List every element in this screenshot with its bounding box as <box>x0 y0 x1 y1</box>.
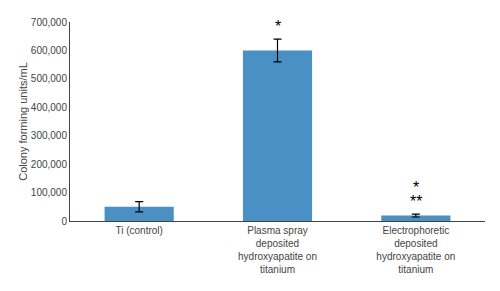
svg-text:Colony forming units/mL: Colony forming units/mL <box>17 62 29 181</box>
svg-text:400,000: 400,000 <box>31 102 68 113</box>
svg-text:500,000: 500,000 <box>31 73 68 84</box>
svg-text:200,000: 200,000 <box>31 159 68 170</box>
svg-text:300,000: 300,000 <box>31 130 68 141</box>
svg-text:**: ** <box>410 193 422 210</box>
svg-text:Plasma spraydepositedhydroxyap: Plasma spraydepositedhydroxyapatite onti… <box>238 225 317 275</box>
svg-text:Ti (control): Ti (control) <box>115 225 162 236</box>
svg-text:700,000: 700,000 <box>31 17 68 28</box>
svg-text:100,000: 100,000 <box>31 187 68 198</box>
svg-text:0: 0 <box>61 216 67 227</box>
svg-text:600,000: 600,000 <box>31 45 68 56</box>
svg-text:*: * <box>413 179 419 196</box>
svg-text:Electrophoreticdepositedhydrox: Electrophoreticdepositedhydroxyapatite o… <box>376 225 455 275</box>
svg-text:*: * <box>275 18 281 35</box>
